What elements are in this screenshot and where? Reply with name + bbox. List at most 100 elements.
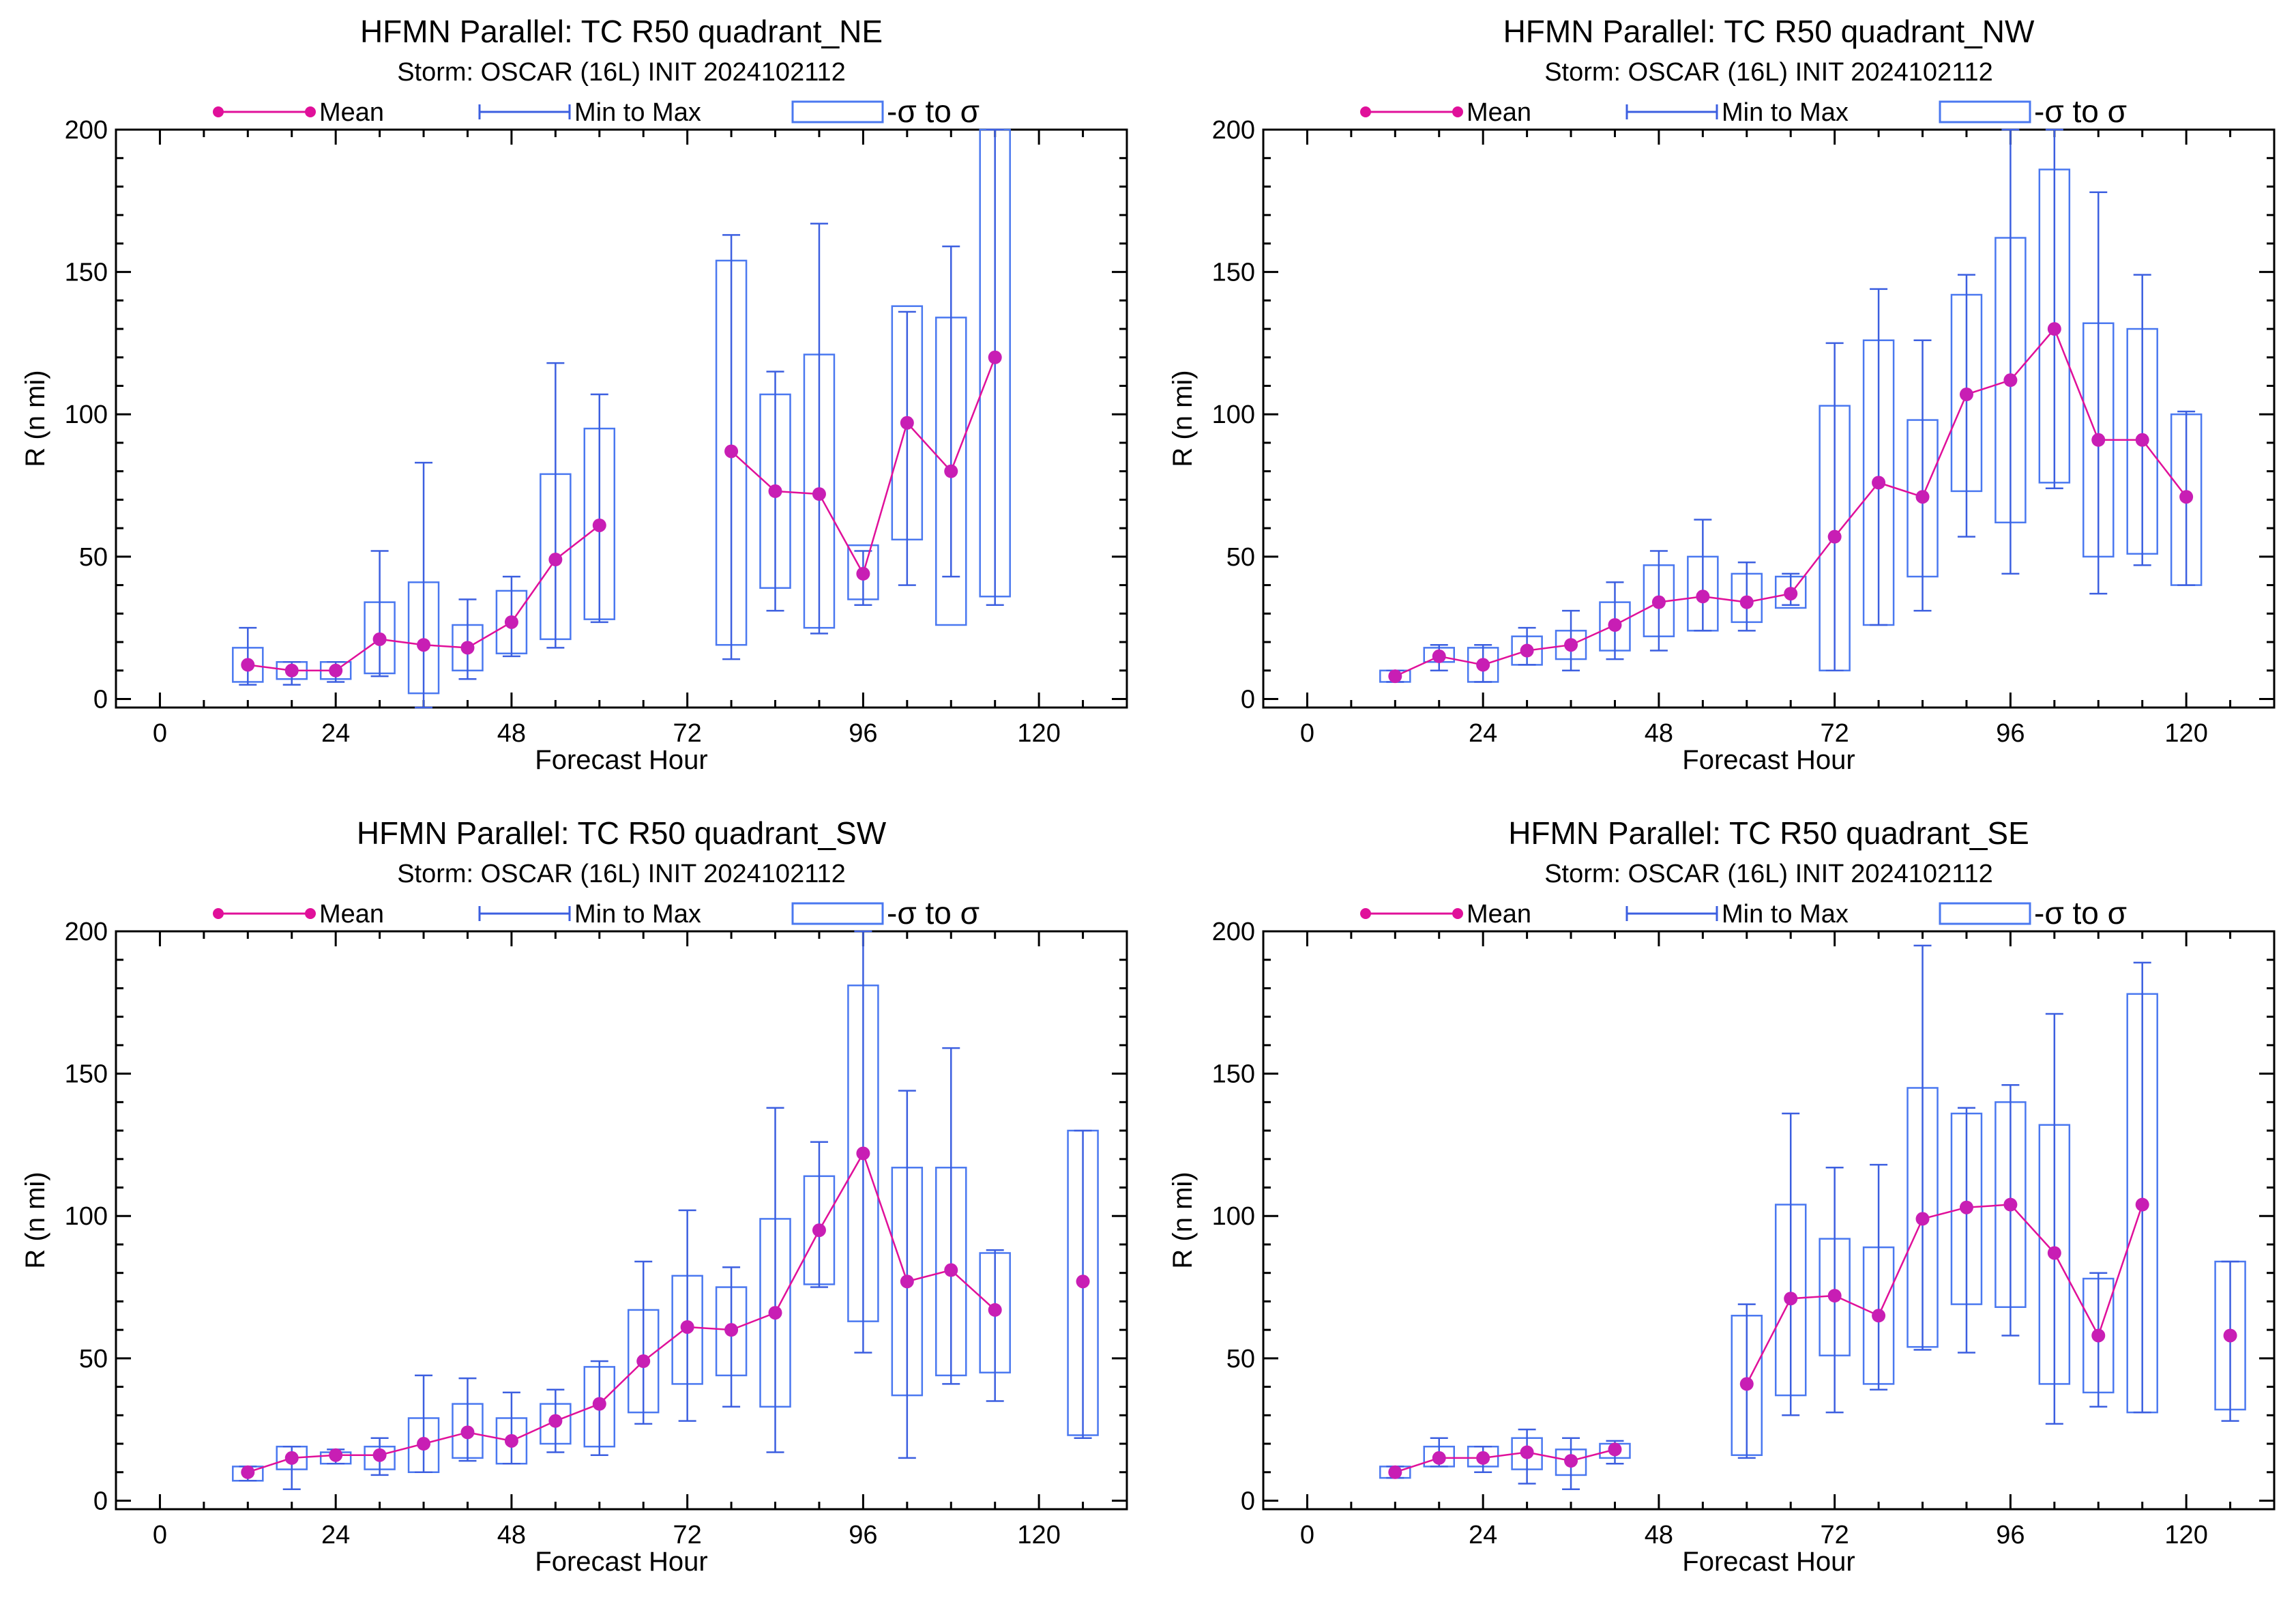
mean-point bbox=[1959, 388, 1973, 402]
x-tick-label: 0 bbox=[153, 1521, 167, 1549]
y-tick-label: 100 bbox=[1212, 1202, 1255, 1231]
legend-range-label: Min to Max bbox=[1722, 98, 1849, 127]
x-tick-label: 96 bbox=[1996, 1521, 2025, 1549]
mean-point bbox=[856, 1146, 870, 1161]
mean-point bbox=[2223, 1328, 2237, 1343]
mean-point bbox=[1784, 1292, 1798, 1306]
y-tick-label: 50 bbox=[1226, 543, 1255, 572]
mean-point bbox=[856, 566, 870, 581]
x-axis-label: Forecast Hour bbox=[1682, 1547, 1855, 1577]
legend-mean-label: Mean bbox=[1467, 98, 1531, 127]
mean-point bbox=[1872, 1309, 1886, 1323]
chart-title: HFMN Parallel: TC R50 quadrant_SE bbox=[1508, 815, 2029, 851]
legend-mean-marker bbox=[1360, 106, 1371, 117]
mean-point bbox=[944, 464, 958, 478]
chart-legend: Mean Min to Max -σ to σ bbox=[1360, 895, 2127, 931]
y-tick-label: 50 bbox=[79, 543, 108, 572]
y-axis-label: R (n mi) bbox=[20, 1171, 50, 1268]
mean-line bbox=[1394, 1448, 1615, 1473]
x-tick-label: 0 bbox=[1300, 719, 1314, 748]
y-tick-label: 200 bbox=[1212, 116, 1255, 145]
mean-point bbox=[2179, 490, 2194, 504]
chart-panel-4: HFMN Parallel: TC R50 quadrant_SE Storm: … bbox=[1168, 815, 2276, 1577]
mean-point bbox=[284, 663, 299, 678]
chart-legend: Mean Min to Max -σ to σ bbox=[1360, 93, 2127, 129]
mean-point bbox=[2047, 1246, 2061, 1260]
x-tick-label: 96 bbox=[849, 719, 877, 748]
y-tick-label: 0 bbox=[1241, 685, 1255, 714]
mean-point bbox=[1959, 1200, 1973, 1214]
plot-frame bbox=[115, 930, 1128, 1511]
chart-panel-2: HFMN Parallel: TC R50 quadrant_NW Storm: … bbox=[1168, 14, 2276, 775]
x-tick-label: 72 bbox=[1821, 1521, 1849, 1549]
chart-subtitle: Storm: OSCAR (16L) INIT 2024102112 bbox=[1544, 860, 1993, 888]
y-tick-label: 100 bbox=[65, 400, 108, 429]
x-tick-label: 24 bbox=[321, 1521, 350, 1549]
x-axis-label: Forecast Hour bbox=[535, 745, 707, 775]
x-tick-label: 0 bbox=[153, 719, 167, 748]
mean-point bbox=[900, 1275, 914, 1289]
legend-mean-label: Mean bbox=[319, 98, 384, 127]
mean-point bbox=[1608, 1442, 1622, 1457]
legend-sigma-label: -σ to σ bbox=[2034, 93, 2127, 129]
y-tick-label: 0 bbox=[93, 685, 108, 714]
x-tick-label: 0 bbox=[1300, 1521, 1314, 1549]
x-tick-label: 48 bbox=[1645, 719, 1673, 748]
mean-point bbox=[2135, 433, 2149, 447]
y-tick-label: 200 bbox=[65, 116, 108, 145]
mean-point bbox=[1564, 1454, 1578, 1468]
x-axis-label: Forecast Hour bbox=[1682, 745, 1855, 775]
legend-sigma-box bbox=[791, 902, 884, 925]
mean-point bbox=[1564, 638, 1578, 652]
mean-point bbox=[768, 1306, 782, 1320]
plot-frame bbox=[1262, 930, 2276, 1511]
mean-point bbox=[1608, 618, 1622, 632]
x-tick-label: 48 bbox=[497, 1521, 526, 1549]
mean-line bbox=[1746, 1204, 2143, 1384]
mean-point bbox=[1476, 658, 1490, 672]
mean-point bbox=[241, 1465, 255, 1479]
mean-point bbox=[1739, 595, 1754, 609]
mean-point bbox=[812, 487, 826, 501]
mean-point bbox=[1520, 643, 1534, 658]
y-tick-label: 50 bbox=[1226, 1345, 1255, 1373]
x-tick-label: 24 bbox=[321, 719, 350, 748]
mean-point bbox=[329, 1448, 343, 1462]
mean-point bbox=[241, 658, 255, 672]
mean-point bbox=[1520, 1445, 1534, 1459]
mean-point bbox=[460, 641, 475, 655]
plot-frame bbox=[1262, 128, 2276, 709]
mean-point bbox=[548, 553, 563, 567]
x-tick-label: 96 bbox=[849, 1521, 877, 1549]
mean-point bbox=[1827, 1289, 1842, 1303]
legend-mean-marker bbox=[1452, 908, 1463, 919]
mean-point bbox=[417, 638, 431, 652]
mean-point bbox=[1915, 490, 1930, 504]
y-axis-label: R (n mi) bbox=[20, 370, 50, 467]
chart-title: HFMN Parallel: TC R50 quadrant_NW bbox=[1503, 14, 2035, 49]
x-tick-label: 120 bbox=[2164, 1521, 2207, 1549]
legend-mean-marker bbox=[1452, 106, 1463, 117]
legend-sigma-label: -σ to σ bbox=[2034, 895, 2127, 931]
mean-point bbox=[1739, 1377, 1754, 1391]
x-axis-label: Forecast Hour bbox=[535, 1547, 707, 1577]
mean-point bbox=[592, 518, 606, 532]
mean-point bbox=[768, 484, 782, 498]
mean-point bbox=[460, 1425, 475, 1440]
y-axis-label: R (n mi) bbox=[1168, 1171, 1198, 1268]
mean-point bbox=[812, 1223, 826, 1238]
y-tick-label: 0 bbox=[93, 1487, 108, 1515]
y-tick-label: 150 bbox=[1212, 259, 1255, 287]
mean-point bbox=[1432, 649, 1446, 663]
x-tick-label: 24 bbox=[1469, 719, 1497, 748]
mean-point bbox=[372, 1448, 387, 1462]
mean-point bbox=[2003, 373, 2018, 388]
mean-point bbox=[1827, 529, 1842, 544]
mean-point bbox=[1432, 1451, 1446, 1465]
mean-point bbox=[284, 1451, 299, 1465]
legend-sigma-label: -σ to σ bbox=[887, 93, 980, 129]
y-tick-label: 150 bbox=[65, 1060, 108, 1089]
x-tick-label: 120 bbox=[2164, 719, 2207, 748]
x-tick-label: 24 bbox=[1469, 1521, 1497, 1549]
